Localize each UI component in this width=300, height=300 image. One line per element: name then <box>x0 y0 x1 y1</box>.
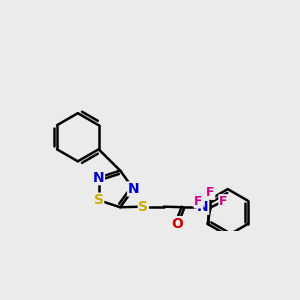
Text: O: O <box>171 217 183 231</box>
Text: F: F <box>194 195 203 208</box>
Text: N: N <box>93 171 104 184</box>
Text: S: S <box>94 193 104 207</box>
Text: N: N <box>128 182 139 196</box>
Text: H: H <box>193 193 203 206</box>
Text: F: F <box>206 186 215 199</box>
Text: F: F <box>219 195 227 208</box>
Text: N: N <box>197 200 208 214</box>
Text: S: S <box>138 200 148 214</box>
